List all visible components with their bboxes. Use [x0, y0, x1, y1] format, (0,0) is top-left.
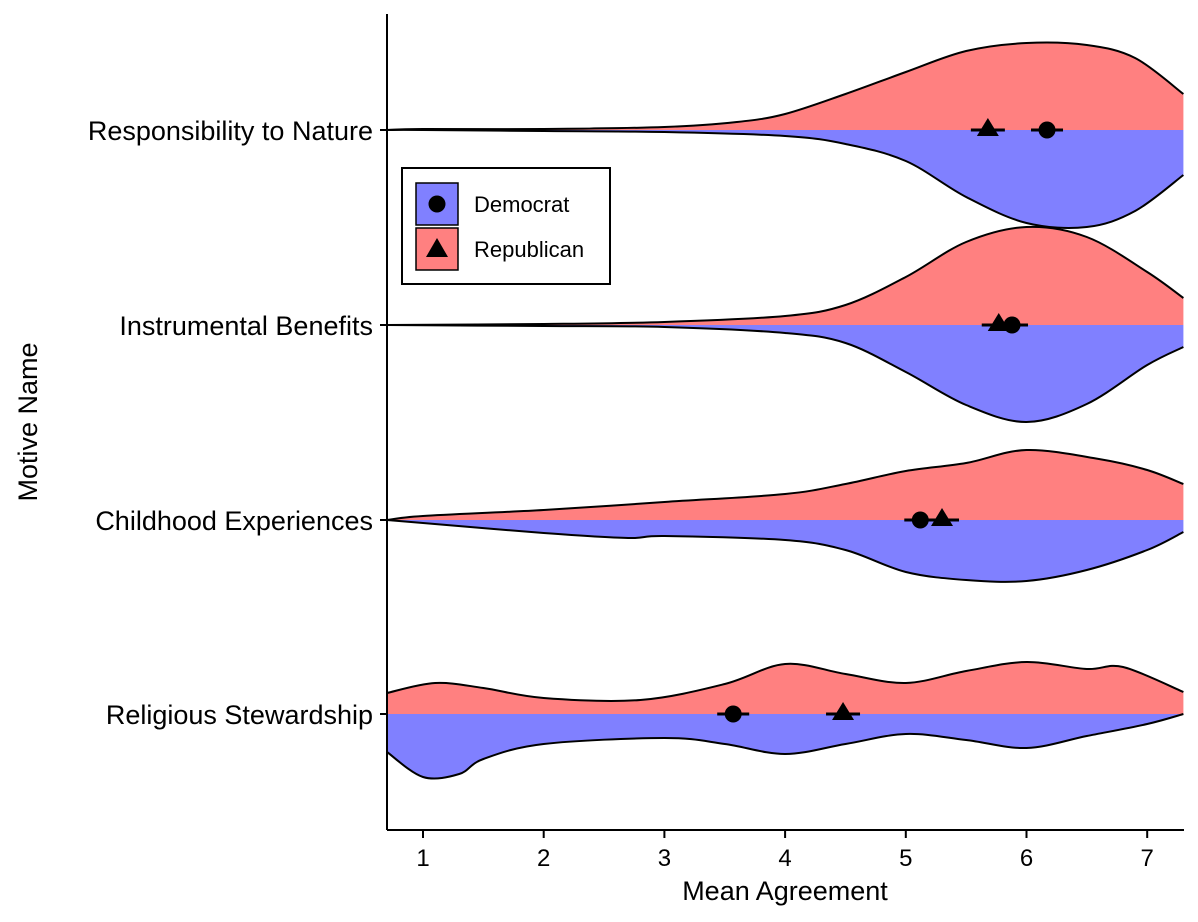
- mean-marker-childhood-experiences-republican: [931, 508, 954, 526]
- x-tick-label-2: 2: [537, 845, 550, 872]
- mean-marker-responsibility-to-nature-democrat: [1038, 121, 1056, 139]
- y-label-religious-stewardship: Religious Stewardship: [106, 700, 373, 730]
- mean-marker-religious-stewardship-democrat: [724, 705, 742, 723]
- violin-instrumental-benefits-democrat: [387, 325, 1184, 423]
- x-tick-label-7: 7: [1141, 845, 1154, 872]
- y-label-responsibility-to-nature: Responsibility to Nature: [88, 116, 373, 146]
- violin-outline-religious-stewardship-republican: [386, 660, 1184, 702]
- violin-outline-responsibility-to-nature-democrat: [386, 128, 1185, 229]
- legend-label-republican: Republican: [474, 237, 584, 262]
- y-axis-title: Motive Name: [13, 342, 43, 501]
- y-label-instrumental-benefits: Instrumental Benefits: [119, 311, 373, 341]
- violin-outline-responsibility-to-nature-republican: [386, 41, 1185, 131]
- x-tick-label-6: 6: [1020, 845, 1033, 872]
- violin-religious-stewardship-republican: [387, 661, 1184, 714]
- violin-instrumental-benefits-republican: [387, 226, 1184, 325]
- violins-layer: [386, 41, 1185, 780]
- violin-religious-stewardship-democrat: [387, 714, 1184, 779]
- x-tick-label-1: 1: [416, 845, 429, 872]
- mean-marker-instrumental-benefits-democrat: [1003, 316, 1021, 334]
- x-ticks: 1 2 3 4 5 6 7: [416, 830, 1154, 872]
- legend-circle-icon: [428, 195, 446, 213]
- violin-outline-childhood-experiences-democrat: [386, 519, 1184, 583]
- y-label-childhood-experiences: Childhood Experiences: [95, 506, 373, 536]
- violin-childhood-experiences-republican: [387, 449, 1184, 520]
- mean-marker-religious-stewardship-republican: [832, 702, 855, 720]
- violin-outline-instrumental-benefits-republican: [386, 225, 1184, 326]
- violin-outline-religious-stewardship-democrat: [386, 713, 1184, 780]
- x-tick-label-4: 4: [778, 845, 791, 872]
- x-tick-label-3: 3: [658, 845, 671, 872]
- mean-marker-responsibility-to-nature-republican: [976, 118, 999, 136]
- means-layer: [717, 118, 1064, 723]
- legend-triangle-icon: [426, 238, 448, 257]
- x-axis-title: Mean Agreement: [682, 876, 888, 906]
- violin-outline-instrumental-benefits-democrat: [386, 324, 1184, 424]
- y-category-labels: Responsibility to Nature Instrumental Ben…: [88, 116, 387, 730]
- mean-marker-childhood-experiences-democrat: [911, 511, 929, 529]
- violin-outline-childhood-experiences-republican: [386, 448, 1184, 521]
- x-tick-label-5: 5: [899, 845, 912, 872]
- legend: Democrat Republican: [401, 167, 611, 285]
- violin-responsibility-to-nature-republican: [387, 42, 1184, 130]
- legend-label-democrat: Democrat: [474, 192, 569, 217]
- violin-responsibility-to-nature-democrat: [387, 129, 1184, 228]
